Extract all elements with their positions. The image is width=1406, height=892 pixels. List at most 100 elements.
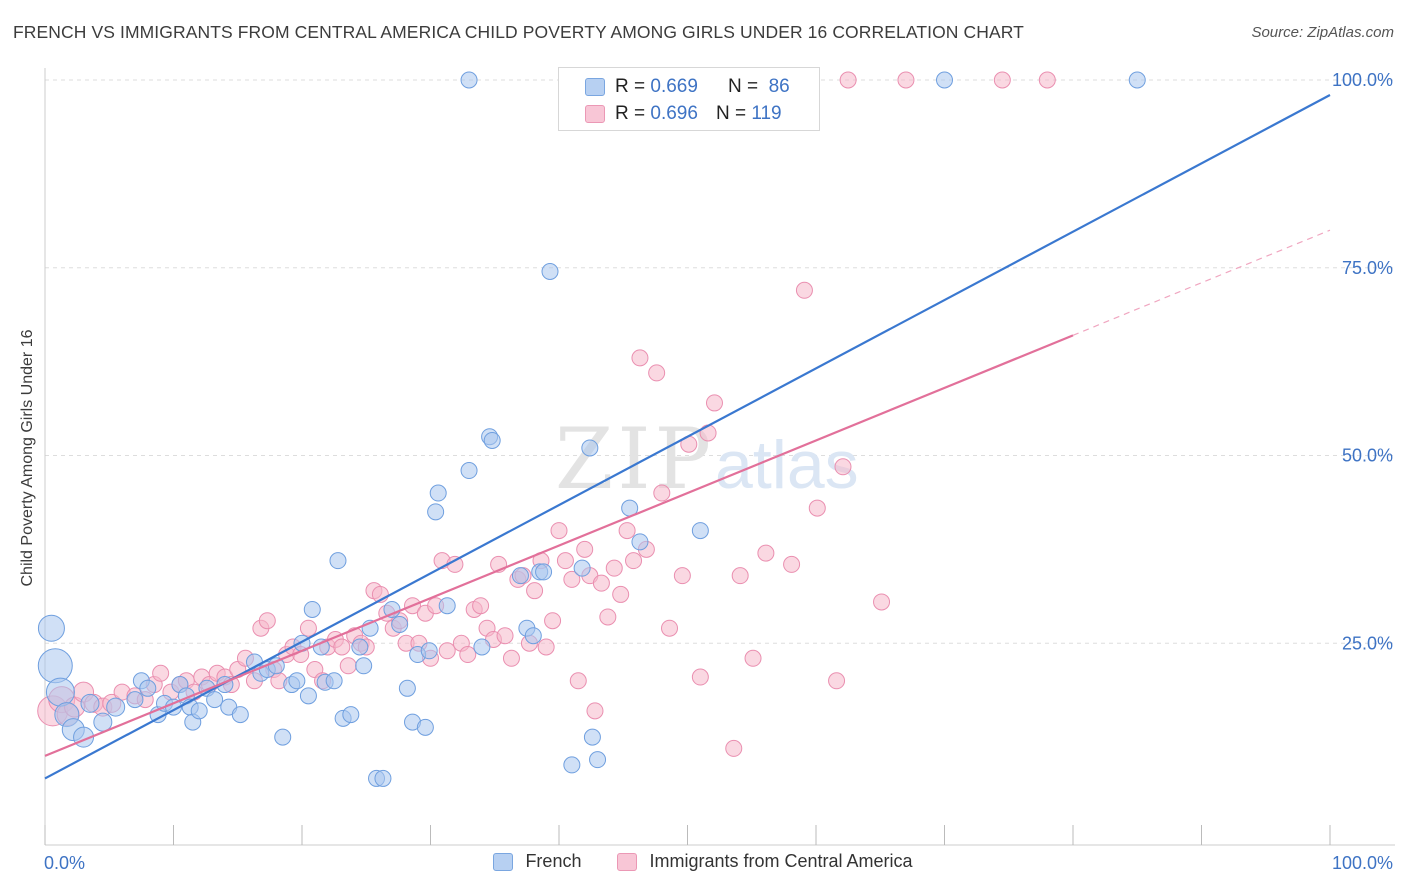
source-credit: Source: ZipAtlas.com (1251, 24, 1394, 41)
data-point-central-america (699, 424, 717, 442)
data-point-french (374, 769, 392, 787)
legend-r-value-central-america: 0.696 (650, 103, 698, 124)
watermark-zip: ZIP (555, 410, 715, 508)
y-tick-label: 75.0% (1342, 258, 1393, 278)
data-point-central-america (897, 71, 915, 89)
legend-swatch-french (585, 78, 605, 96)
data-point-french (541, 263, 559, 281)
data-point-central-america (569, 672, 587, 690)
data-point-french (563, 756, 581, 774)
data-point-central-america (839, 71, 857, 89)
legend-n-value-central-america: 119 (751, 103, 782, 124)
legend-item-french[interactable]: French (493, 851, 581, 872)
data-point-central-america (648, 364, 666, 382)
y-tick-label: 50.0% (1342, 446, 1393, 466)
data-point-french (398, 679, 416, 697)
watermark: ZIP atlas (555, 410, 859, 508)
x-tick-label: 100.0% (1332, 853, 1393, 873)
data-point-french (416, 718, 434, 736)
data-point-central-america (828, 672, 846, 690)
data-point-french (139, 679, 157, 697)
data-point-central-america (795, 281, 813, 299)
data-point-central-america (673, 567, 691, 585)
legend-swatch-french (493, 852, 514, 871)
data-point-central-america (757, 544, 775, 562)
data-point-french (274, 728, 292, 746)
data-point-central-america (705, 394, 723, 412)
data-point-central-america (438, 642, 456, 660)
trend-line-central-america-extension (1072, 229, 1331, 336)
data-point-french (936, 71, 953, 89)
points-central-america (37, 71, 1056, 757)
data-point-french (288, 672, 306, 690)
data-point-central-america (556, 552, 574, 570)
data-point-french (460, 462, 478, 480)
legend-swatch-central-america (585, 105, 605, 123)
data-point-french (573, 559, 591, 577)
legend-label-central-america: Immigrants from Central America (649, 851, 913, 871)
data-point-french (420, 642, 438, 660)
data-point-french (37, 648, 73, 684)
x-tick-label: 0.0% (44, 853, 85, 873)
data-point-central-america (333, 638, 351, 656)
data-point-french (483, 431, 501, 449)
data-point-central-america (725, 739, 743, 757)
data-point-french (303, 600, 321, 618)
data-point-central-america (1038, 71, 1056, 89)
data-point-central-america (625, 552, 643, 570)
legend-swatch-central-america (617, 852, 638, 871)
data-point-french (438, 597, 456, 615)
data-point-central-america (563, 570, 581, 588)
data-point-french (583, 728, 601, 746)
data-point-central-america (459, 646, 477, 664)
data-point-central-america (834, 458, 852, 476)
data-point-central-america (576, 540, 594, 558)
data-point-french (691, 522, 709, 540)
data-point-french (429, 484, 447, 502)
data-point-central-america (612, 585, 630, 603)
data-point-french (631, 533, 649, 551)
data-point-central-america (783, 555, 801, 573)
y-tick-label: 100.0% (1332, 70, 1393, 90)
data-point-central-america (653, 484, 671, 502)
data-point-french (37, 614, 65, 642)
data-point-central-america (993, 71, 1011, 89)
data-point-central-america (691, 668, 709, 686)
data-point-french (355, 657, 373, 675)
data-point-french (1128, 71, 1146, 89)
legend-row-central-america: R = 0.696 N = 119 (585, 101, 782, 127)
legend-n-value-french: 86 (768, 76, 790, 97)
data-point-central-america (537, 638, 555, 656)
data-point-central-america (873, 593, 891, 611)
data-point-central-america (605, 559, 623, 577)
data-point-central-america (631, 349, 649, 367)
data-point-central-america (152, 664, 170, 682)
data-point-central-america (550, 522, 568, 540)
data-point-french (231, 706, 249, 724)
data-point-french (329, 552, 347, 570)
legend-n-label: N = (715, 103, 747, 124)
data-point-central-america (808, 499, 826, 517)
data-point-central-america (586, 702, 604, 720)
data-point-central-america (299, 619, 317, 637)
legend-n-label: N = (727, 76, 759, 97)
data-point-french (206, 691, 224, 709)
trend-lines (44, 94, 1331, 780)
legend-r-label: R = (615, 103, 646, 124)
points-french (37, 71, 1146, 787)
data-point-central-america (472, 597, 490, 615)
legend-r-label: R = (615, 76, 646, 97)
data-point-french (190, 702, 208, 720)
data-point-central-america (744, 649, 762, 667)
data-point-french (80, 693, 100, 713)
legend-item-central-america[interactable]: Immigrants from Central America (617, 851, 913, 872)
data-point-french (589, 751, 607, 769)
data-point-central-america (618, 522, 636, 540)
data-point-french (93, 712, 113, 732)
grid-lines (45, 79, 1395, 644)
tick-labels: 25.0% 50.0% 75.0% 100.0% 0.0% 100.0% (44, 70, 1393, 873)
data-point-central-america (526, 582, 544, 600)
correlation-legend: R = 0.669 N = 86 R = 0.696 N = 119 (558, 67, 820, 131)
data-point-french (391, 615, 409, 633)
